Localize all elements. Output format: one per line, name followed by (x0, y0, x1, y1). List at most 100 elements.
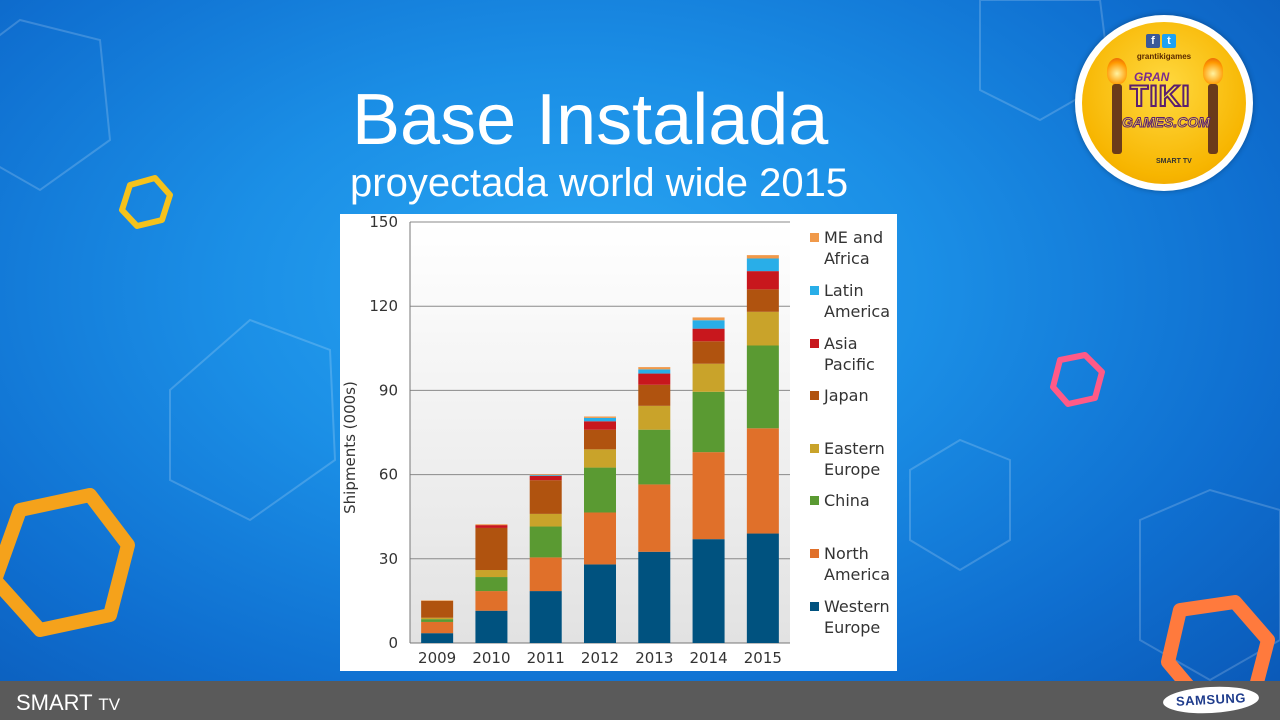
bar-segment-north-america (638, 484, 671, 552)
bar-segment-japan (529, 480, 562, 514)
legend-label: Eastern (824, 439, 885, 458)
bar-segment-asia-pacific (746, 271, 779, 290)
legend-label: North (824, 544, 869, 563)
bar-segment-japan (746, 289, 779, 312)
bar-segment-western-europe (475, 610, 508, 643)
legend-label: Pacific (824, 355, 875, 374)
legend-swatch (810, 549, 819, 558)
hexagon-outline (169, 318, 337, 522)
bar-segment-me-africa (638, 367, 671, 370)
x-tick-label: 2013 (635, 649, 673, 667)
x-tick-label: 2015 (744, 649, 782, 667)
torch-icon (1112, 84, 1122, 154)
torch-icon (1208, 84, 1218, 154)
bar-segment-latin-america (638, 369, 671, 374)
bar-segment-china (421, 619, 454, 622)
y-tick-label: 0 (388, 634, 398, 652)
stacked-bar-chart: 0 30 60 90 120 150 Shipments (000s) 2009 2010 201… (341, 214, 890, 667)
bar-segment-asia-pacific (475, 525, 508, 528)
bar-segment-north-america (421, 621, 454, 634)
hexagon-colored (0, 488, 135, 637)
slide-subtitle: proyectada world wide 2015 (350, 161, 849, 205)
twitter-icon: t (1162, 34, 1176, 48)
bar-segment-china (475, 577, 508, 592)
bar-segment-japan (421, 600, 454, 618)
bar-segment-japan (584, 429, 616, 450)
bar-segment-eastern-europe (529, 513, 562, 527)
bar-segment-china (638, 429, 671, 485)
facebook-icon: f (1146, 34, 1160, 48)
y-tick-label: 150 (369, 214, 398, 231)
bar-segment-asia-pacific (692, 328, 725, 342)
hexagon-colored (119, 175, 173, 229)
slide-title: Base Instalada (352, 80, 829, 160)
y-tick-label: 30 (379, 550, 398, 568)
bar-segment-eastern-europe (746, 311, 779, 346)
legend-swatch (810, 339, 819, 348)
bar-segment-western-europe (746, 533, 779, 643)
bar-segment-china (584, 467, 616, 513)
bar-segment-western-europe (584, 564, 616, 643)
bar-segment-eastern-europe (638, 405, 671, 430)
x-tick-label: 2009 (418, 649, 456, 667)
bar-segment-me-africa (584, 416, 616, 418)
legend-swatch (810, 391, 819, 400)
legend-swatch (810, 602, 819, 611)
bar-segment-western-europe (638, 551, 671, 643)
bar-segment-eastern-europe (692, 363, 725, 392)
smart-tv-logo-suffix: TV (98, 695, 121, 714)
legend-label: Africa (824, 249, 870, 268)
bar-segment-japan (692, 341, 725, 364)
bar-segment-latin-america (584, 417, 616, 422)
y-tick-label: 120 (369, 297, 398, 315)
bar-segment-asia-pacific (584, 421, 616, 430)
bar-segment-china (529, 526, 562, 558)
legend-label: Western (824, 597, 890, 616)
logo-text-games: GAMES.COM (1122, 114, 1211, 131)
y-axis-label: Shipments (000s) (341, 381, 359, 514)
legend-label: Europe (824, 618, 880, 637)
bar-segment-western-europe (529, 591, 562, 643)
legend-label: Latin (824, 281, 864, 300)
hexagon-outline (1139, 488, 1280, 682)
legend-label: Asia (824, 334, 858, 353)
logo-handle: grantikigames (1136, 52, 1192, 61)
bar-segment-eastern-europe (475, 570, 508, 578)
bar-segment-japan (475, 527, 508, 571)
legend-swatch (810, 444, 819, 453)
bar-segment-north-america (584, 512, 616, 565)
chart-container: 0 30 60 90 120 150 Shipments (000s) 2009 2010 201… (340, 214, 897, 671)
bar-segment-china (692, 391, 725, 453)
hexagon-outline (0, 18, 112, 192)
legend-swatch (810, 233, 819, 242)
bar-segment-north-america (692, 452, 725, 540)
bar-segment-latin-america (692, 320, 725, 329)
logo-text-tiki: TIKI (1129, 79, 1191, 114)
bar-segment-western-europe (421, 633, 454, 643)
x-tick-label: 2014 (689, 649, 727, 667)
x-tick-label: 2010 (472, 649, 510, 667)
legend-swatch (810, 286, 819, 295)
y-tick-label: 90 (379, 381, 398, 399)
hexagon-colored (1050, 352, 1105, 407)
logo-text-gran: GRAN (1134, 70, 1170, 84)
bar-segment-north-america (746, 428, 779, 534)
bar-segment-latin-america (529, 475, 562, 477)
samsung-logo: SAMSUNG (1162, 684, 1260, 716)
legend-label: Japan (823, 386, 869, 405)
bar-segment-eastern-europe (421, 617, 454, 620)
bar-segment-latin-america (746, 258, 779, 272)
bar-segment-asia-pacific (638, 373, 671, 385)
bar-segment-asia-pacific (529, 476, 562, 481)
bar-segment-japan (638, 384, 671, 406)
x-tick-label: 2012 (581, 649, 619, 667)
legend-label: America (824, 302, 890, 321)
bar-segment-north-america (475, 591, 508, 611)
y-tick-label: 60 (379, 466, 398, 484)
legend-label: Europe (824, 460, 880, 479)
hexagon-outline (909, 438, 1011, 572)
bar-segment-me-africa (421, 600, 454, 601)
bar-segment-china (746, 345, 779, 429)
